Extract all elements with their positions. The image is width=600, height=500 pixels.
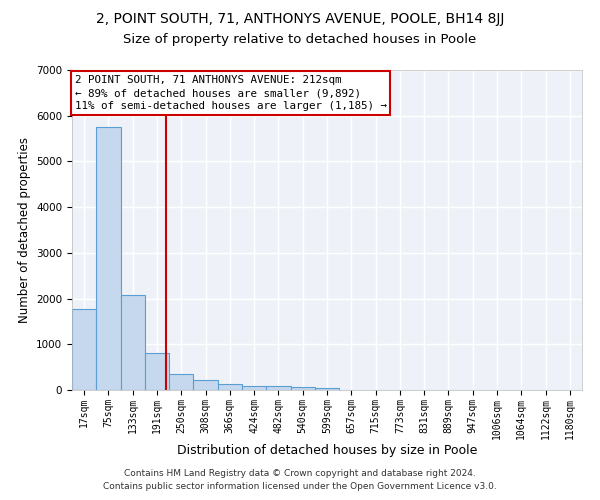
Text: 2, POINT SOUTH, 71, ANTHONYS AVENUE, POOLE, BH14 8JJ: 2, POINT SOUTH, 71, ANTHONYS AVENUE, POO… — [96, 12, 504, 26]
Text: 2 POINT SOUTH, 71 ANTHONYS AVENUE: 212sqm
← 89% of detached houses are smaller (: 2 POINT SOUTH, 71 ANTHONYS AVENUE: 212sq… — [74, 75, 386, 111]
Bar — [266, 386, 290, 390]
Bar — [315, 388, 339, 390]
Bar — [193, 380, 218, 390]
Bar — [218, 384, 242, 390]
Bar — [242, 386, 266, 390]
Bar — [72, 308, 96, 390]
Bar — [169, 374, 193, 390]
Text: Size of property relative to detached houses in Poole: Size of property relative to detached ho… — [124, 32, 476, 46]
Bar — [145, 354, 169, 390]
Y-axis label: Number of detached properties: Number of detached properties — [17, 137, 31, 323]
Bar — [290, 388, 315, 390]
X-axis label: Distribution of detached houses by size in Poole: Distribution of detached houses by size … — [177, 444, 477, 458]
Bar — [121, 295, 145, 390]
Text: Contains HM Land Registry data © Crown copyright and database right 2024.: Contains HM Land Registry data © Crown c… — [124, 468, 476, 477]
Bar — [96, 127, 121, 390]
Text: Contains public sector information licensed under the Open Government Licence v3: Contains public sector information licen… — [103, 482, 497, 491]
